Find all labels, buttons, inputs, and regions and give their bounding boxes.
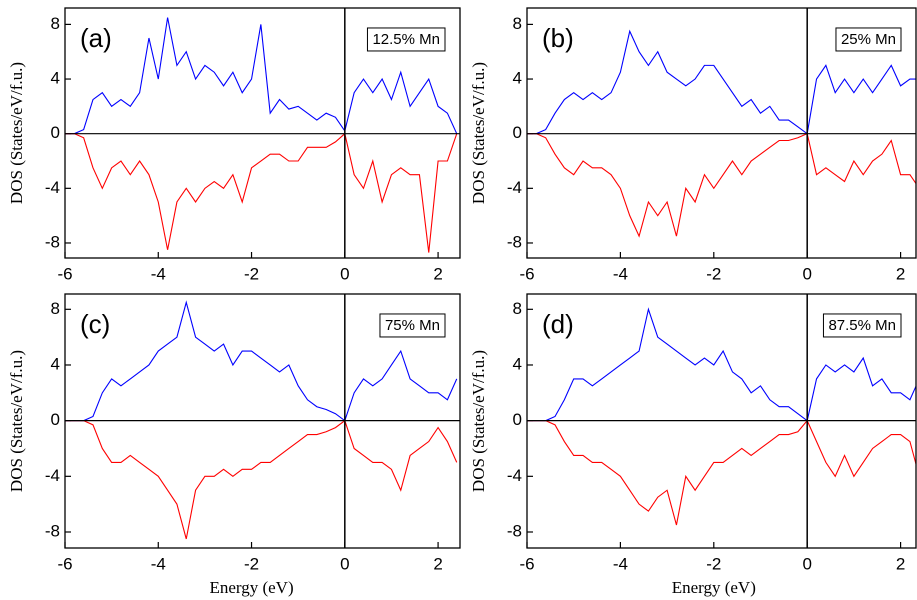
dos-curve: [527, 419, 916, 526]
y-tick-label: 0: [51, 410, 60, 429]
dos-curve: [65, 17, 458, 135]
dos-curve: [527, 132, 916, 238]
x-tick-label: -2: [706, 554, 721, 573]
x-tick-label: 2: [433, 554, 442, 573]
y-tick-label: -4: [507, 178, 522, 197]
annotation-box: [835, 27, 902, 52]
plot-frame: [526, 293, 917, 549]
panel-label: (a): [80, 23, 112, 53]
y-tick-label: -4: [507, 466, 522, 485]
panel: -6 -4 -2 0 2 -8 -4 0 4 8 (c) 75% Mn DOS (States/eV/f…: [7, 293, 461, 597]
y-axis-label: DOS (States/eV/f.u.): [7, 62, 26, 204]
y-tick-label: 8: [51, 14, 60, 33]
annotation: 25% Mn: [841, 31, 896, 48]
x-tick-label: 0: [340, 264, 349, 283]
y-tick-label: 0: [513, 123, 522, 142]
y-tick-label: -8: [45, 232, 60, 251]
x-tick-label: -6: [57, 554, 72, 573]
x-tick-label: 2: [896, 264, 905, 283]
dos-curve: [65, 419, 458, 540]
y-tick-label: 8: [513, 14, 522, 33]
x-tick-label: -6: [519, 264, 534, 283]
x-tick-label: -2: [244, 554, 259, 573]
x-tick-label: -6: [519, 554, 534, 573]
x-tick-label: 0: [802, 554, 811, 573]
panel: -6 -4 -2 0 2 -8 -4 0 4 8 (a) 12.5% Mn DOS (States/eV…: [7, 7, 461, 283]
annotation-box: [366, 27, 446, 52]
y-tick-label: 4: [51, 354, 60, 373]
y-axis-label: DOS (States/eV/f.u.): [7, 350, 26, 492]
x-tick-label: -4: [613, 554, 628, 573]
plot-area: [65, 300, 458, 540]
y-tick-label: 8: [513, 299, 522, 318]
x-tick-label: -4: [613, 264, 628, 283]
annotation: 12.5% Mn: [372, 31, 440, 48]
annotation: 87.5% Mn: [828, 317, 896, 334]
y-tick-label: 0: [51, 123, 60, 142]
plot-area: [527, 29, 916, 238]
annotation-box: [379, 313, 446, 338]
plot-area: [527, 307, 916, 526]
plot-frame: [64, 293, 461, 549]
y-tick-label: -8: [45, 521, 60, 540]
panel-label: (c): [80, 309, 110, 339]
y-tick-label: 4: [513, 69, 522, 88]
y-tick-label: -8: [507, 232, 522, 251]
plot-frame: [64, 7, 461, 259]
x-tick-label: 0: [802, 264, 811, 283]
x-axis-label: Energy (eV): [672, 578, 756, 597]
dos-curve: [65, 300, 458, 422]
dos-curve: [527, 307, 916, 422]
y-tick-label: 8: [51, 299, 60, 318]
x-tick-label: -2: [706, 264, 721, 283]
x-tick-label: 0: [340, 554, 349, 573]
y-tick-label: 4: [513, 354, 522, 373]
annotation-box: [822, 313, 902, 338]
dos-curve: [527, 29, 916, 135]
x-tick-label: -6: [57, 264, 72, 283]
dos-curve: [65, 132, 458, 253]
annotation: 75% Mn: [385, 317, 440, 334]
panel: -6 -4 -2 0 2 -8 -4 0 4 8 (b) 25% Mn DOS (States/eV/f…: [469, 7, 917, 283]
x-tick-label: 2: [896, 554, 905, 573]
panel-label: (d): [542, 309, 574, 339]
y-tick-label: 0: [513, 410, 522, 429]
x-tick-label: 2: [433, 264, 442, 283]
y-tick-label: -4: [45, 178, 60, 197]
panel: -6 -4 -2 0 2 -8 -4 0 4 8 (d) 87.5% Mn DOS (States/eV…: [469, 293, 917, 597]
y-axis-label: DOS (States/eV/f.u.): [469, 350, 488, 492]
x-tick-label: -4: [151, 554, 166, 573]
panel-label: (b): [542, 23, 574, 53]
plot-frame: [526, 7, 917, 259]
plot-area: [65, 17, 458, 253]
y-tick-label: -4: [45, 466, 60, 485]
y-tick-label: 4: [51, 69, 60, 88]
x-tick-label: -2: [244, 264, 259, 283]
x-axis-label: Energy (eV): [209, 578, 293, 597]
x-tick-label: -4: [151, 264, 166, 283]
y-tick-label: -8: [507, 521, 522, 540]
y-axis-label: DOS (States/eV/f.u.): [469, 62, 488, 204]
